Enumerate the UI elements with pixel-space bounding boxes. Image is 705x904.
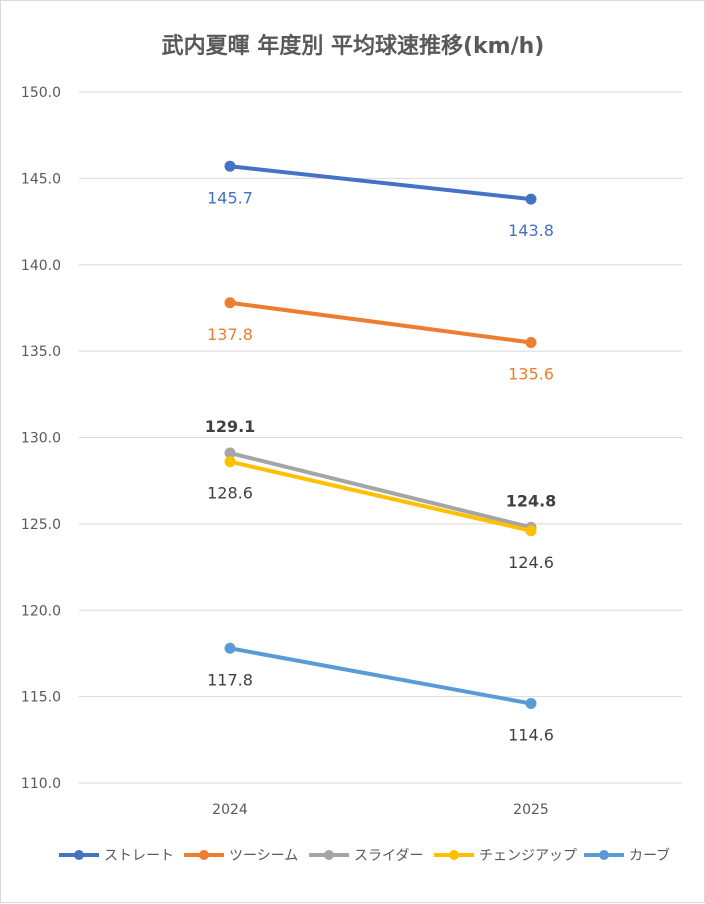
legend-label: チェンジアップ: [479, 848, 577, 864]
y-tick-label: 115.0: [21, 690, 61, 706]
legend-item: スライダー: [309, 848, 423, 864]
legend-swatch-marker: [324, 850, 334, 860]
data-label: 117.8: [207, 670, 253, 689]
x-tick-label: 2025: [513, 802, 549, 818]
y-tick-label: 140.0: [21, 258, 61, 274]
y-tick-label: 130.0: [21, 431, 61, 447]
series-1: [224, 160, 537, 205]
data-point: [525, 698, 537, 710]
gridlines: [79, 91, 682, 784]
x-tick-label: 2024: [212, 802, 248, 818]
data-label: 137.8: [207, 325, 253, 344]
data-labels: 145.7 143.8 137.8 135.6 129.1 124.8 128.6 124.6…: [205, 188, 557, 744]
y-axis-ticks: 110.0 115.0 120.0 125.0 130.0 135.0 140.0 145.0…: [21, 85, 61, 792]
series-2: [224, 297, 537, 348]
data-point: [224, 642, 236, 654]
data-label: 143.8: [508, 221, 554, 240]
data-label: 128.6: [207, 484, 253, 503]
data-point: [224, 160, 236, 172]
data-point: [224, 447, 236, 459]
legend-swatch-marker: [199, 850, 209, 860]
series-lines: [224, 160, 537, 710]
legend-swatch-marker: [74, 850, 84, 860]
y-tick-label: 110.0: [21, 776, 61, 792]
x-axis-ticks: 2024 2025: [212, 802, 549, 818]
data-label: 124.6: [508, 553, 554, 572]
legend-item: ストレート: [59, 848, 174, 864]
data-point: [525, 525, 537, 537]
legend-label: ストレート: [104, 848, 174, 864]
legend-item: ツーシーム: [184, 848, 298, 864]
data-label: 129.1: [205, 417, 256, 436]
series-line: [228, 451, 533, 530]
y-tick-label: 120.0: [21, 603, 61, 619]
y-tick-label: 135.0: [21, 344, 61, 360]
series-4: [224, 456, 537, 537]
data-label: 114.6: [508, 726, 554, 745]
legend-label: カーブ: [629, 847, 670, 864]
legend: ストレート ツーシーム スライダー チェンジアップ カーブ: [59, 847, 670, 864]
legend-label: ツーシーム: [229, 848, 298, 864]
legend-swatch-marker: [449, 850, 459, 860]
data-label: 145.7: [207, 188, 253, 207]
series-line: [228, 459, 533, 533]
chart-title: 武内夏暉 年度別 平均球速推移(km/h): [162, 33, 545, 59]
y-tick-label: 150.0: [21, 85, 61, 101]
data-label: 124.8: [506, 491, 557, 510]
legend-item: カーブ: [584, 847, 670, 864]
legend-label: スライダー: [354, 848, 423, 864]
data-point: [525, 193, 537, 205]
data-label: 135.6: [508, 364, 554, 383]
data-point: [525, 336, 537, 348]
legend-item: チェンジアップ: [434, 848, 577, 864]
series-5: [224, 642, 537, 710]
series-line: [228, 300, 533, 345]
series-line: [228, 646, 533, 706]
y-tick-label: 125.0: [21, 517, 61, 533]
y-tick-label: 145.0: [21, 171, 61, 187]
data-point: [224, 456, 236, 468]
legend-swatch-marker: [599, 850, 609, 860]
data-point: [224, 297, 236, 309]
series-line: [228, 164, 533, 202]
